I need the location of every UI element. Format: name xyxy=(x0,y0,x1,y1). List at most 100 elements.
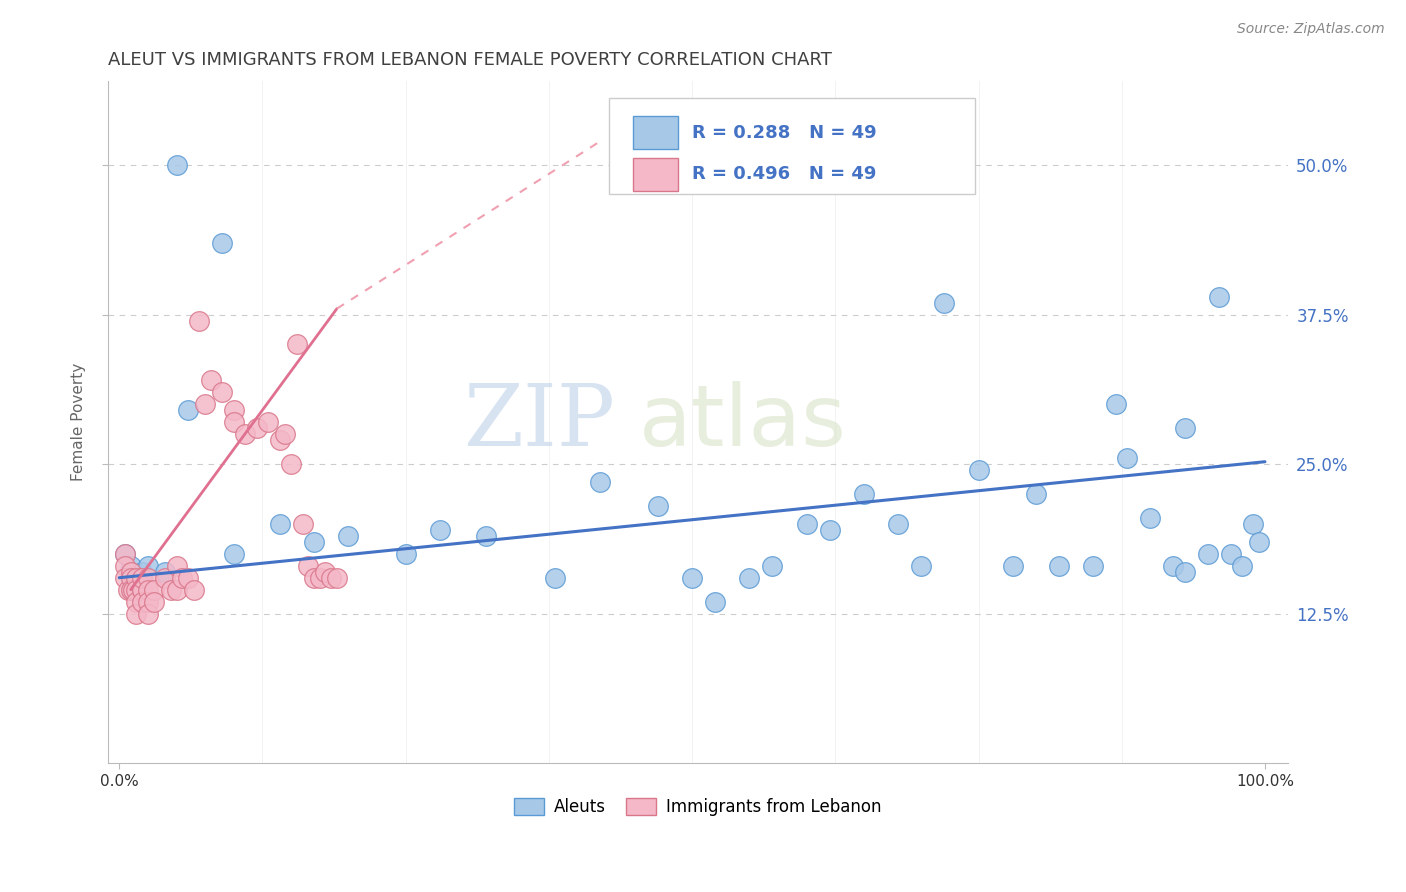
Point xyxy=(681,571,703,585)
Point xyxy=(200,373,222,387)
Text: atlas: atlas xyxy=(638,381,846,464)
Point xyxy=(136,607,159,621)
Point xyxy=(1197,547,1219,561)
Point xyxy=(302,534,325,549)
Point xyxy=(120,582,142,597)
Point xyxy=(887,516,910,531)
Point xyxy=(120,582,142,597)
Point xyxy=(269,433,291,447)
Point xyxy=(131,595,153,609)
Point xyxy=(738,571,761,585)
Point xyxy=(1243,516,1265,531)
Point xyxy=(183,582,205,597)
Point xyxy=(131,565,153,579)
Legend: Aleuts, Immigrants from Lebanon: Aleuts, Immigrants from Lebanon xyxy=(508,791,889,823)
Point xyxy=(136,571,159,585)
Point xyxy=(131,582,153,597)
Point xyxy=(818,523,841,537)
Point xyxy=(194,397,217,411)
Point xyxy=(211,385,233,400)
Point xyxy=(246,421,269,435)
Point xyxy=(222,403,245,417)
Point xyxy=(326,571,349,585)
Point xyxy=(1174,421,1197,435)
FancyBboxPatch shape xyxy=(609,98,976,194)
Point xyxy=(211,235,233,250)
Point xyxy=(589,475,612,489)
FancyBboxPatch shape xyxy=(633,158,678,191)
Point xyxy=(136,558,159,573)
Point xyxy=(166,158,188,172)
Point xyxy=(1230,558,1253,573)
Point xyxy=(1025,487,1047,501)
Point xyxy=(142,582,165,597)
Point xyxy=(285,337,308,351)
Point xyxy=(120,565,142,579)
Point xyxy=(136,582,159,597)
Point xyxy=(114,547,136,561)
Point xyxy=(429,523,451,537)
Point xyxy=(114,547,136,561)
Point xyxy=(852,487,875,501)
Point xyxy=(125,607,148,621)
Point xyxy=(131,582,153,597)
Point xyxy=(117,582,139,597)
Point xyxy=(153,565,176,579)
Point xyxy=(257,415,280,429)
Point xyxy=(543,571,565,585)
Point xyxy=(1174,565,1197,579)
Point xyxy=(302,571,325,585)
Point xyxy=(297,558,319,573)
Point xyxy=(1116,451,1139,466)
Point xyxy=(1105,397,1128,411)
Point xyxy=(1219,547,1241,561)
Point xyxy=(337,529,360,543)
Point xyxy=(142,595,165,609)
Point xyxy=(120,571,142,585)
Point xyxy=(136,595,159,609)
Point xyxy=(475,529,498,543)
Point xyxy=(395,547,418,561)
Point xyxy=(314,565,336,579)
Point xyxy=(131,571,153,585)
Point xyxy=(1081,558,1104,573)
Point xyxy=(172,571,194,585)
Point xyxy=(1001,558,1024,573)
Point xyxy=(910,558,932,573)
Point xyxy=(274,427,297,442)
Point xyxy=(1208,290,1230,304)
Point xyxy=(1047,558,1070,573)
Point xyxy=(166,558,188,573)
Point xyxy=(120,558,142,573)
Point xyxy=(114,571,136,585)
Point xyxy=(1161,558,1184,573)
Point xyxy=(796,516,818,531)
Point xyxy=(1249,534,1271,549)
Point xyxy=(761,558,783,573)
Point xyxy=(321,571,343,585)
Y-axis label: Female Poverty: Female Poverty xyxy=(72,363,86,482)
Point xyxy=(1139,511,1161,525)
Point xyxy=(120,571,142,585)
Point xyxy=(280,457,302,471)
Point xyxy=(159,582,181,597)
Point xyxy=(233,427,256,442)
Point xyxy=(647,499,669,513)
Text: ALEUT VS IMMIGRANTS FROM LEBANON FEMALE POVERTY CORRELATION CHART: ALEUT VS IMMIGRANTS FROM LEBANON FEMALE … xyxy=(108,51,831,69)
Point xyxy=(153,571,176,585)
Point xyxy=(308,571,330,585)
Point xyxy=(222,547,245,561)
Text: R = 0.288   N = 49: R = 0.288 N = 49 xyxy=(692,124,876,142)
Point xyxy=(125,571,148,585)
Point xyxy=(269,516,291,531)
Point xyxy=(188,313,211,327)
Point xyxy=(125,595,148,609)
Point xyxy=(125,571,148,585)
Point xyxy=(704,595,727,609)
Point xyxy=(166,582,188,597)
Text: Source: ZipAtlas.com: Source: ZipAtlas.com xyxy=(1237,22,1385,37)
Point xyxy=(131,571,153,585)
Point xyxy=(177,403,200,417)
Text: R = 0.496   N = 49: R = 0.496 N = 49 xyxy=(692,166,876,184)
Point xyxy=(291,516,314,531)
